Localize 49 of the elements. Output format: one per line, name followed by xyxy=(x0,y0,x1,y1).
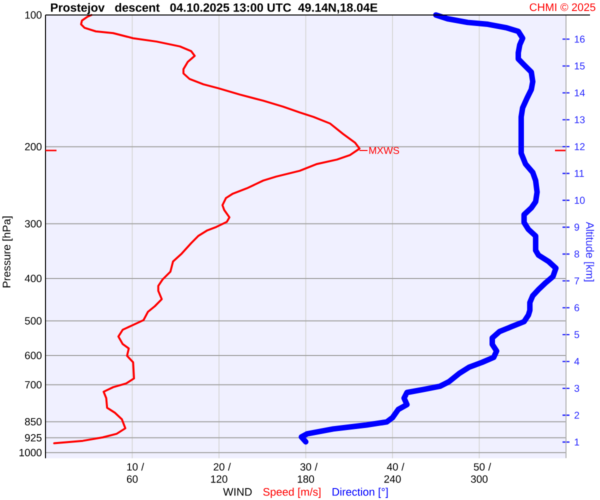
y2-axis-title: Altitude [km] xyxy=(584,222,594,282)
y2-tick-label: 14 xyxy=(574,89,585,96)
y2-tick-label: 12 xyxy=(574,143,585,150)
x2-tick-label: 60 xyxy=(126,475,138,483)
y2-tick-label: 10 xyxy=(574,196,585,204)
text: CHMI © 2025 xyxy=(530,3,596,12)
y-axis-title: Pressure [hPa] xyxy=(2,216,13,288)
y2-tick-label: 4 xyxy=(574,358,580,365)
y-tick-label: 100 xyxy=(25,11,42,19)
x-tick-label: 20 xyxy=(214,463,224,471)
y-tick-label: 400 xyxy=(24,274,42,282)
x-tick-label: 30 xyxy=(300,463,312,471)
x-axis-title: WIND xyxy=(223,488,252,496)
x2-tick-label: 120 xyxy=(211,475,228,483)
y2-tick-label: 13 xyxy=(574,116,585,124)
y-tick-label: 300 xyxy=(24,220,42,228)
y2-tick-label: 16 xyxy=(574,36,585,43)
y2-tick-label: 6 xyxy=(574,304,580,312)
annotation: MXWS xyxy=(369,146,400,154)
y-tick-label: 850 xyxy=(24,418,42,426)
x2-tick-label: 240 xyxy=(384,475,401,483)
text: Direction [°] xyxy=(332,488,388,498)
y-tick-label: 200 xyxy=(25,143,42,150)
y2-tick-label: 11 xyxy=(574,170,584,177)
chart-title: Prostejov descent 04.10.2025 13:00 UTC 49.14N,18.04E xyxy=(51,3,378,14)
y2-tick-label: 3 xyxy=(574,384,580,392)
text: / xyxy=(314,462,318,471)
y-tick-label: 925 xyxy=(25,434,42,442)
x-tick-label: 40 xyxy=(386,463,398,471)
x-tick-label: 50 xyxy=(474,463,485,471)
y2-tick-label: 5 xyxy=(574,331,580,338)
x2-tick-label: 300 xyxy=(470,475,488,483)
text: / xyxy=(228,462,231,471)
y2-tick-label: 9 xyxy=(574,224,580,231)
text: / xyxy=(401,462,404,471)
y2-tick-label: 15 xyxy=(574,62,585,70)
x2-tick-label: 180 xyxy=(298,475,314,483)
y-tick-label: 1000 xyxy=(20,448,42,456)
text: / xyxy=(141,462,144,471)
y-tick-label: 700 xyxy=(25,381,42,388)
x-tick-label: 10 xyxy=(127,463,138,471)
text: / xyxy=(488,462,492,471)
y2-tick-label: 2 xyxy=(574,412,580,419)
y-tick-label: 500 xyxy=(24,317,42,325)
text: Speed [m/s] xyxy=(263,488,320,498)
y-tick-label: 600 xyxy=(25,352,42,360)
y2-tick-label: 1 xyxy=(574,438,580,446)
y2-tick-label: 8 xyxy=(574,250,580,258)
y2-tick-label: 7 xyxy=(574,277,580,284)
